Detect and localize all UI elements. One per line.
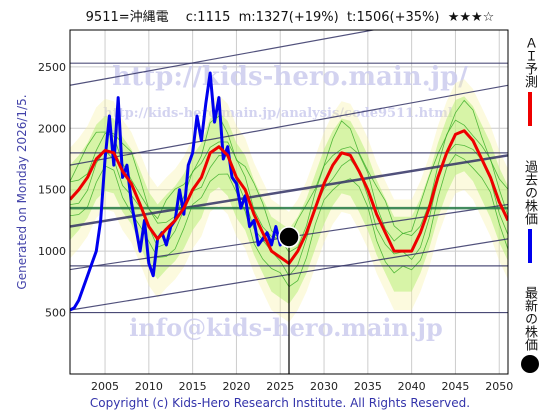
watermark-email: info@kids-hero.main.jp — [129, 313, 443, 342]
legend-ai-forecast-label: ＡＩ予測 — [522, 36, 537, 88]
x-tick-label: 2005 — [91, 380, 119, 393]
trend-line — [70, 84, 508, 166]
y-tick-label: 2000 — [38, 122, 66, 135]
legend-ai-forecast: ＡＩ予測 — [520, 36, 539, 126]
generated-date: Generated on Monday 2026/1/5. — [15, 94, 29, 290]
x-tick-label: 2035 — [354, 380, 382, 393]
legend-ai-forecast-swatch — [527, 92, 532, 126]
legend-latest-price-label: 最新の株価 — [522, 286, 537, 351]
legend-latest-price-marker — [520, 355, 539, 373]
legend-latest-price: 最新の株価 — [520, 286, 539, 373]
y-tick-label: 500 — [45, 307, 66, 320]
legend-past-price: 過去の株価 — [520, 160, 539, 263]
x-tick-label: 2045 — [441, 380, 469, 393]
copyright-notice: Copyright (c) Kids-Hero Research Institu… — [89, 396, 471, 410]
x-tick-label: 2025 — [266, 380, 294, 393]
plot-frame — [69, 29, 509, 375]
latest-price-marker — [278, 226, 300, 248]
x-tick-label: 2010 — [135, 380, 163, 393]
watermark-url-sub: http://kids-hero.main.jp/analysis/code95… — [103, 106, 453, 121]
legend-past-price-label: 過去の株価 — [522, 160, 537, 225]
page-title: 9511=沖縄電 c:1115 m:1327(+19%) t:1506(+35%… — [85, 10, 495, 25]
y-tick-label: 1000 — [38, 245, 66, 258]
trend-line — [70, 30, 377, 86]
past-price-line — [70, 71, 291, 312]
x-tick-label: 2050 — [485, 380, 513, 393]
legend-past-price-swatch — [527, 229, 532, 263]
forecast-band-outer — [70, 79, 508, 323]
y-tick-label: 2500 — [38, 61, 66, 74]
x-tick-label: 2015 — [179, 380, 207, 393]
x-tick-label: 2030 — [310, 380, 338, 393]
x-tick-label: 2020 — [222, 380, 250, 393]
y-tick-label: 1500 — [38, 184, 66, 197]
x-tick-label: 2040 — [398, 380, 426, 393]
watermark-url: http://kids-hero.main.jp/ — [112, 62, 468, 92]
